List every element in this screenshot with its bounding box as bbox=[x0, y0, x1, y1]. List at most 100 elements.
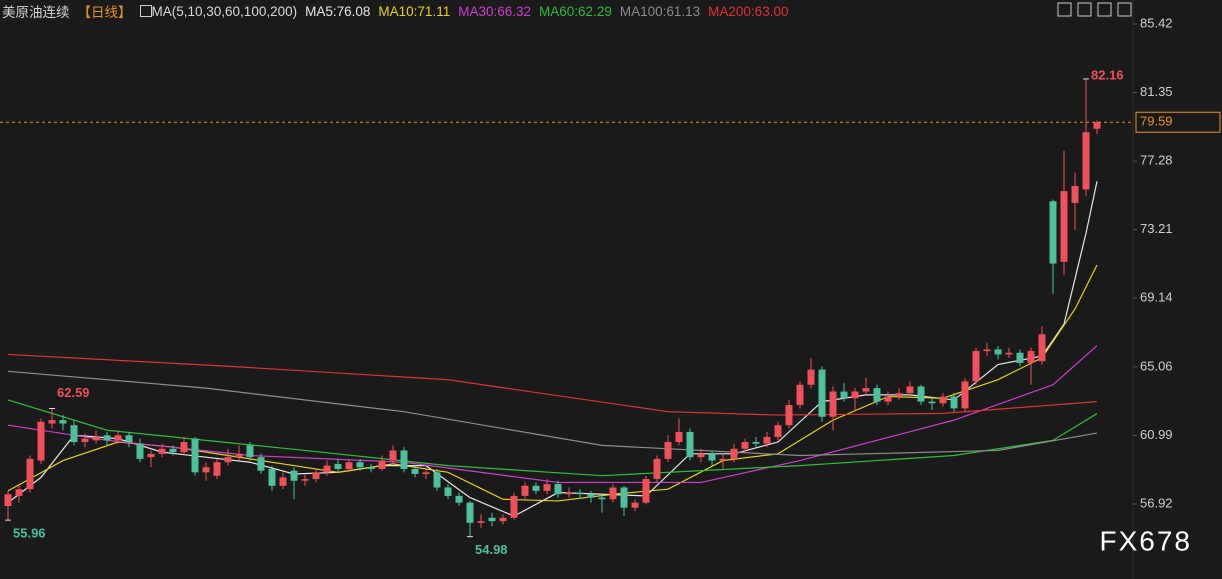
watermark: FX678 bbox=[1100, 525, 1193, 556]
candle-body bbox=[664, 442, 672, 459]
candle-body bbox=[1049, 201, 1057, 264]
candle-body bbox=[70, 425, 78, 443]
candle-body bbox=[290, 470, 298, 481]
candle-body bbox=[345, 462, 353, 469]
ma-line bbox=[7, 353, 1098, 416]
y-tick-label: 60.99 bbox=[1140, 427, 1173, 442]
annotation: 82.16 bbox=[1091, 67, 1124, 82]
candle-body bbox=[840, 391, 848, 399]
candle-body bbox=[807, 369, 815, 385]
candle-body bbox=[180, 442, 188, 453]
candle-body bbox=[26, 458, 34, 490]
annotation: 62.59 bbox=[57, 385, 90, 400]
candle-body bbox=[730, 448, 738, 459]
indicator: MA(5,10,30,60,100,200) bbox=[151, 3, 298, 19]
candle-body bbox=[257, 457, 265, 471]
candle-body bbox=[1005, 352, 1013, 355]
candle-body bbox=[609, 487, 617, 500]
y-tick-label: 73.21 bbox=[1140, 221, 1173, 236]
legend-entry: MA100:61.13 bbox=[619, 3, 701, 19]
candle-body bbox=[466, 502, 474, 523]
price-label: 79.59 bbox=[1140, 114, 1173, 129]
candle-body bbox=[202, 467, 210, 473]
icon[interactable] bbox=[1117, 2, 1132, 17]
icon[interactable] bbox=[1077, 2, 1092, 17]
candle-body bbox=[928, 401, 936, 404]
candle-body bbox=[235, 453, 243, 458]
candle-body bbox=[950, 396, 958, 409]
candle-body bbox=[774, 425, 782, 437]
icon[interactable] bbox=[1057, 2, 1072, 17]
candle-body bbox=[642, 479, 650, 503]
candle-body bbox=[246, 445, 254, 458]
y-tick-label: 56.92 bbox=[1140, 495, 1173, 510]
candle-body bbox=[708, 453, 716, 461]
candle-body bbox=[873, 388, 881, 402]
candle-body bbox=[444, 487, 452, 496]
candle-body bbox=[169, 448, 177, 453]
candle-body bbox=[48, 420, 56, 424]
candle-body bbox=[455, 495, 463, 503]
candle-body bbox=[884, 396, 892, 402]
candle-body bbox=[279, 477, 287, 486]
candle-body bbox=[895, 393, 903, 397]
candle-body bbox=[631, 502, 639, 508]
candle-body bbox=[686, 431, 694, 458]
candle-body bbox=[334, 463, 342, 469]
candle-body bbox=[488, 517, 496, 522]
candle-body bbox=[543, 484, 551, 491]
candle-body bbox=[719, 458, 727, 461]
title: 美原油连续 bbox=[2, 5, 70, 20]
candle-body bbox=[411, 468, 419, 475]
legend-entry: MA5:76.08 bbox=[305, 3, 371, 19]
candle-body bbox=[37, 421, 45, 461]
candle-body bbox=[741, 442, 749, 449]
candle-body bbox=[1071, 186, 1079, 203]
candle-body bbox=[983, 349, 991, 352]
candle-body bbox=[312, 472, 320, 480]
candle-body bbox=[81, 438, 89, 443]
candle-body bbox=[587, 494, 595, 498]
candle-body bbox=[191, 438, 199, 473]
candle-body bbox=[1082, 132, 1090, 190]
legend-entry: MA10:71.11 bbox=[378, 3, 451, 19]
indicator-icon[interactable] bbox=[139, 5, 152, 17]
legend-entry: MA60:62.29 bbox=[539, 3, 612, 19]
candle-body bbox=[422, 472, 430, 475]
legend-entry: MA30:66.32 bbox=[458, 3, 532, 19]
legend-entry: MA200:63.00 bbox=[708, 3, 789, 19]
annotation: 54.98 bbox=[475, 542, 508, 557]
candle-body bbox=[1016, 352, 1024, 363]
candle-body bbox=[697, 453, 705, 458]
candle-body bbox=[785, 404, 793, 426]
candle-body bbox=[15, 489, 23, 496]
y-tick-label: 81.35 bbox=[1140, 84, 1173, 99]
candle-body bbox=[213, 462, 221, 476]
candle-body bbox=[972, 351, 980, 382]
candle-body bbox=[103, 435, 111, 441]
candle-body bbox=[598, 497, 606, 500]
candle-body bbox=[323, 465, 331, 473]
candle-body bbox=[1038, 334, 1046, 362]
candle-body bbox=[851, 391, 859, 399]
candle-body bbox=[433, 472, 441, 488]
ma-line bbox=[7, 370, 1098, 457]
icon[interactable] bbox=[1097, 2, 1112, 17]
candle-body bbox=[818, 369, 826, 417]
candle-body bbox=[158, 448, 166, 454]
candle-body bbox=[400, 450, 408, 469]
period[interactable]: 【日线】 bbox=[77, 5, 132, 20]
y-tick-label: 85.42 bbox=[1140, 15, 1173, 30]
candle-body bbox=[125, 435, 133, 443]
candle-body bbox=[653, 458, 661, 480]
y-tick-label: 77.28 bbox=[1140, 153, 1173, 168]
candle-body bbox=[477, 521, 485, 523]
candle-body bbox=[620, 487, 628, 508]
candle-body bbox=[389, 450, 397, 461]
candle-body bbox=[675, 431, 683, 443]
candle-body bbox=[862, 388, 870, 392]
candle-body bbox=[521, 485, 529, 496]
toolbar-icons[interactable] bbox=[1057, 2, 1132, 17]
